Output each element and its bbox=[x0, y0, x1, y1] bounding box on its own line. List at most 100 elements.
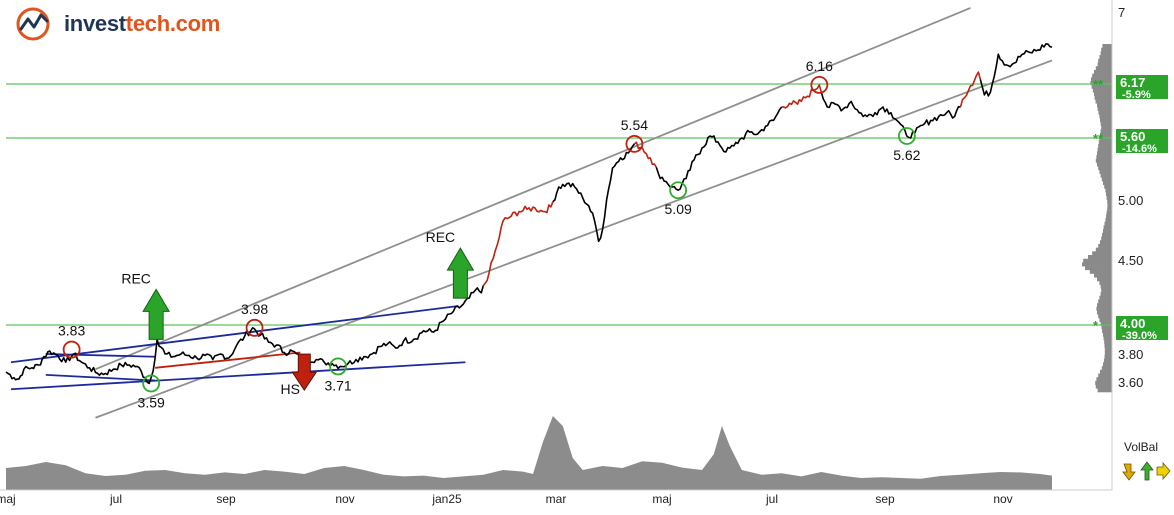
volbal-up-arrow-icon bbox=[1140, 461, 1154, 481]
volume-profile-bar bbox=[1095, 158, 1112, 163]
volume-profile-bar bbox=[1095, 247, 1112, 252]
volume-profile-bar bbox=[1102, 44, 1112, 49]
x-tick-label: jan25 bbox=[431, 492, 462, 506]
turning-point-label: 5.62 bbox=[893, 147, 920, 163]
volume-profile-bar bbox=[1097, 151, 1112, 156]
x-tick-label: nov bbox=[993, 492, 1012, 506]
volume-profile-bar bbox=[1095, 66, 1112, 71]
volume-profile-bar bbox=[1100, 129, 1112, 134]
volume-profile-bar bbox=[1097, 303, 1112, 308]
signals: REC HS REC bbox=[121, 229, 475, 397]
volume-profile-bar bbox=[1107, 199, 1112, 204]
level-tag-percent: -5.9% bbox=[1122, 89, 1151, 101]
volume-profile-bar bbox=[1097, 62, 1112, 67]
volume-profile-bar bbox=[1094, 95, 1112, 100]
support-resistance-levels bbox=[6, 83, 1112, 326]
volbal-indicator bbox=[1122, 461, 1171, 481]
turning-points: 3.83 3.59 3.98 3.71 5.54 5.09 6.16 5.62 bbox=[58, 58, 921, 411]
volume-profile-bar bbox=[1104, 221, 1112, 226]
volume-profile-bar bbox=[1101, 236, 1112, 241]
volume-profile-bar bbox=[1098, 110, 1112, 115]
volume-profile-bar bbox=[1102, 232, 1112, 237]
level-tag-strength: ** bbox=[1093, 131, 1104, 146]
turning-point-bottom-marker bbox=[329, 357, 347, 376]
volume-profile-bar bbox=[1103, 332, 1112, 337]
volume-profile-bar bbox=[1101, 366, 1112, 371]
y-tick-label: 3.80 bbox=[1118, 347, 1143, 362]
y-tick-label: 4.50 bbox=[1118, 253, 1143, 268]
brand-logo[interactable]: investtech.com bbox=[16, 4, 220, 44]
volume-profile-bar bbox=[1100, 284, 1112, 289]
volume-profile-bar bbox=[1101, 288, 1112, 293]
volume-profile-bar bbox=[1094, 69, 1112, 74]
trend-channel bbox=[95, 7, 1053, 419]
volume-profile-bar bbox=[1097, 103, 1112, 108]
volume-profile-bar bbox=[1099, 280, 1112, 285]
turning-point-bottom-marker bbox=[897, 127, 916, 145]
volume-profile-bar bbox=[1104, 340, 1112, 345]
volume-profile-bar bbox=[1098, 140, 1112, 145]
volume-profile-bar bbox=[1104, 343, 1112, 348]
signal-label: REC bbox=[121, 270, 151, 286]
volume-profile-bar bbox=[1098, 143, 1112, 148]
trend-channel-lower bbox=[95, 59, 1053, 419]
volume-profile-bar bbox=[1100, 51, 1112, 56]
volume-profile-bar bbox=[1099, 114, 1112, 119]
volume-profile-bar bbox=[1100, 118, 1112, 123]
volume-profile-bar bbox=[1092, 88, 1112, 93]
price-line-red-segment bbox=[959, 71, 982, 108]
turning-point-label: 3.71 bbox=[324, 377, 351, 393]
volume-profile-bar bbox=[1083, 258, 1112, 263]
level-tag-percent: -39.0% bbox=[1122, 330, 1157, 342]
turning-point-top-marker bbox=[810, 76, 829, 94]
volume-profile-bar bbox=[1098, 314, 1112, 319]
volume-profile-bar bbox=[1101, 125, 1112, 130]
volume-profile-bar bbox=[1095, 384, 1112, 389]
volume-profile-bar bbox=[1099, 295, 1112, 300]
volume-profile-bar bbox=[1098, 58, 1112, 63]
turning-point-bottom-marker bbox=[669, 181, 688, 200]
brand-name-suffix: tech.com bbox=[125, 11, 220, 36]
volume-profile-bar bbox=[1095, 380, 1112, 385]
turning-point-top-marker bbox=[62, 340, 81, 359]
signal-up-arrow-icon bbox=[142, 288, 171, 340]
volume-profile-bar bbox=[1085, 266, 1112, 271]
early-channel-line bbox=[45, 373, 156, 382]
volume-profile-bar bbox=[1106, 195, 1112, 200]
price-series bbox=[5, 43, 1053, 385]
level-tag-strength: ** bbox=[1093, 77, 1104, 92]
x-tick-label: jul bbox=[109, 492, 122, 506]
volume-profile-bar bbox=[1100, 292, 1112, 297]
y-tick-label: 7 bbox=[1118, 5, 1125, 20]
volume-profile-bar bbox=[1105, 218, 1112, 223]
early-channel-line bbox=[10, 361, 466, 391]
price-line-segment bbox=[820, 91, 961, 139]
turning-point-top-marker bbox=[625, 134, 644, 153]
turning-point-bottom-marker bbox=[142, 374, 161, 393]
x-tick-label: sep bbox=[875, 492, 895, 506]
turning-point-label: 3.98 bbox=[241, 301, 268, 317]
volume-profile-bar bbox=[1104, 351, 1112, 356]
volume-profile-bar bbox=[1104, 354, 1112, 359]
level-tag-box bbox=[1116, 75, 1168, 99]
volume-profile-bar bbox=[1101, 177, 1112, 182]
x-tick-label: maj bbox=[652, 492, 671, 506]
early-channel-line bbox=[45, 353, 156, 358]
x-tick-label: jul bbox=[765, 492, 778, 506]
signal-up-arrow-icon bbox=[446, 247, 475, 299]
axes: 7 5.00 4.50 3.80 3.60 maj jul sep nov jan25 mar maj… bbox=[0, 0, 1143, 506]
price-line-segment bbox=[655, 106, 783, 191]
volume-profile-bar bbox=[1100, 173, 1112, 178]
signal-label: HS bbox=[281, 381, 300, 397]
volume-profile-bar bbox=[1089, 269, 1112, 274]
volume-profile-bar bbox=[1098, 243, 1112, 248]
volbal-right-arrow-icon bbox=[1156, 461, 1171, 481]
volume-profile-bar bbox=[1107, 206, 1112, 211]
volume-profile-bar bbox=[1103, 336, 1112, 341]
level-tag-strength: * bbox=[1093, 318, 1099, 333]
level-tag-box bbox=[1116, 129, 1168, 153]
price-line-segment bbox=[979, 43, 1053, 97]
volume-profile-bar bbox=[1097, 310, 1112, 315]
x-tick-label: nov bbox=[335, 492, 354, 506]
